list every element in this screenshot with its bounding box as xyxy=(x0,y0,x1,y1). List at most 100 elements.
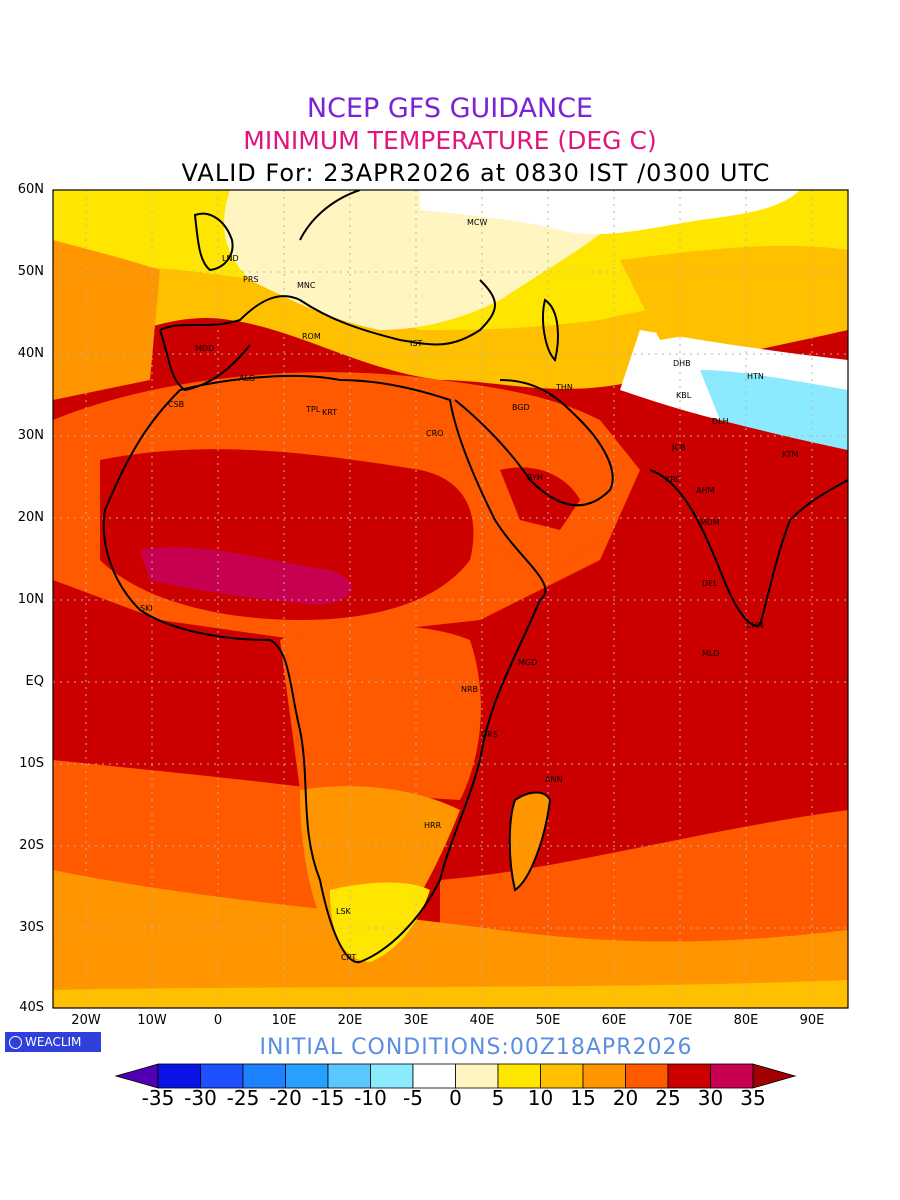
city-label: ANN xyxy=(545,775,562,784)
britain-coastline xyxy=(193,212,234,272)
colorbar-low-arrow xyxy=(114,1063,159,1089)
city-label: PRS xyxy=(243,275,258,284)
colorbar-cell xyxy=(370,1063,414,1089)
lat-label: 20N xyxy=(17,510,44,525)
city-label: RYH xyxy=(527,473,543,482)
sahel-hottest-field xyxy=(140,547,352,605)
city-label: CRO xyxy=(426,429,443,438)
arabia-hot-field xyxy=(500,467,580,530)
coastlines xyxy=(102,190,848,964)
atlantic-west-orange xyxy=(53,240,160,400)
colorbar-label: -30 xyxy=(184,1086,217,1110)
colorbar-cell xyxy=(157,1063,201,1089)
tibet-blue-field xyxy=(700,370,848,450)
city-label: IST xyxy=(410,339,422,348)
city-label: DRS xyxy=(481,730,498,739)
colorbar-label: 25 xyxy=(655,1086,681,1110)
lon-label: 10E xyxy=(271,1013,297,1028)
city-label: TPL xyxy=(305,405,321,414)
lon-label: 50E xyxy=(535,1013,561,1028)
colorbar-cell xyxy=(327,1063,371,1089)
colorbar-cell xyxy=(242,1063,286,1089)
initial-conditions: INITIAL CONDITIONS:00Z18APR2026 xyxy=(259,1035,693,1060)
lat-label: 50N xyxy=(17,264,44,279)
colorbar-cell xyxy=(667,1063,711,1089)
city-label: AHM xyxy=(696,486,714,495)
colorbar-label: -10 xyxy=(354,1086,387,1110)
city-label: ROM xyxy=(302,332,321,341)
colorbar-label: 15 xyxy=(570,1086,596,1110)
lat-label: 30N xyxy=(17,428,44,443)
lon-label: 30E xyxy=(403,1013,429,1028)
city-label: MNC xyxy=(297,281,316,290)
colorbar-cell xyxy=(497,1063,541,1089)
colorbar-high-arrow xyxy=(752,1063,797,1089)
colorbar-label: 35 xyxy=(740,1086,766,1110)
city-label: DEL xyxy=(702,579,718,588)
city-label: KBL xyxy=(676,391,692,400)
lat-label: 60N xyxy=(17,182,44,197)
title-line2: MINIMUM TEMPERATURE (DEG C) xyxy=(243,126,657,155)
russia-white-field xyxy=(420,190,800,235)
city-label: DLH xyxy=(712,417,729,426)
europe-coastline xyxy=(159,279,496,346)
lat-label: 40N xyxy=(17,346,44,361)
south-ocean-band-yellow xyxy=(53,980,848,1008)
colorbar-label: 30 xyxy=(697,1086,724,1110)
colorbar-cell xyxy=(540,1063,584,1089)
lon-label: 80E xyxy=(733,1013,759,1028)
city-label: MDD xyxy=(195,344,214,353)
lon-label: 0 xyxy=(213,1013,223,1028)
central-asia-field xyxy=(620,245,848,340)
city-label: CPT xyxy=(341,953,356,962)
lat-label: 40S xyxy=(19,1000,44,1015)
madagascar-coastline xyxy=(508,791,552,892)
city-labels: MCW LND PRS MNC MDD ROM IST ALG CSB TPL … xyxy=(140,218,799,962)
iberia-coastline xyxy=(159,329,251,392)
lon-label: 10W xyxy=(137,1013,167,1028)
colorbar-label: 5 xyxy=(491,1086,505,1110)
india-coastline xyxy=(649,469,848,627)
lat-label: 30S xyxy=(19,920,44,935)
city-label: KRC xyxy=(665,475,681,484)
colorbar-cell xyxy=(582,1063,626,1089)
city-label: HRR xyxy=(424,821,442,830)
colorbar-label: -15 xyxy=(311,1086,345,1110)
colorbar-cell xyxy=(285,1063,329,1089)
colorbar-label: 0 xyxy=(449,1086,462,1110)
colorbar-cell xyxy=(412,1063,456,1089)
weaclim-logo[interactable]: WEACLIM xyxy=(5,1032,101,1052)
colorbar-label: -25 xyxy=(226,1086,260,1110)
city-label: MLD xyxy=(702,649,720,658)
city-label: JCB xyxy=(671,443,685,452)
city-label: MUM xyxy=(700,518,720,527)
colorbar-cell xyxy=(710,1063,754,1089)
lon-label: 60E xyxy=(601,1013,627,1028)
city-label: SKI xyxy=(140,604,153,613)
south-ocean-band-light xyxy=(53,870,848,1008)
city-label: CSB xyxy=(168,400,184,409)
south-africa-cool-field xyxy=(330,882,430,962)
caspian-coastline xyxy=(542,298,559,362)
madagascar-field xyxy=(509,792,550,890)
logo-text: WEACLIM xyxy=(25,1035,82,1049)
colorbar-cell xyxy=(455,1063,499,1089)
arabia-coastline xyxy=(454,379,614,507)
colorbar-cell xyxy=(200,1063,244,1089)
colorbar-label: -5 xyxy=(403,1086,423,1110)
city-label: THN xyxy=(555,383,573,392)
logo-circle-icon xyxy=(9,1035,22,1049)
colorbar-label: -20 xyxy=(269,1086,302,1110)
city-label: MGD xyxy=(518,658,537,667)
lat-label: 10N xyxy=(17,592,44,607)
lon-label: 20E xyxy=(337,1013,363,1028)
lon-label: 90E xyxy=(799,1013,825,1028)
scandinavia-coastline xyxy=(299,190,361,241)
lon-label: 20W xyxy=(71,1013,101,1028)
title-valid-time: VALID For: 23APR2026 at 0830 IST /0300 U… xyxy=(181,159,771,187)
city-label: LND xyxy=(222,254,239,263)
city-label: HTN xyxy=(747,372,764,381)
colorbar-label: -35 xyxy=(141,1086,175,1110)
